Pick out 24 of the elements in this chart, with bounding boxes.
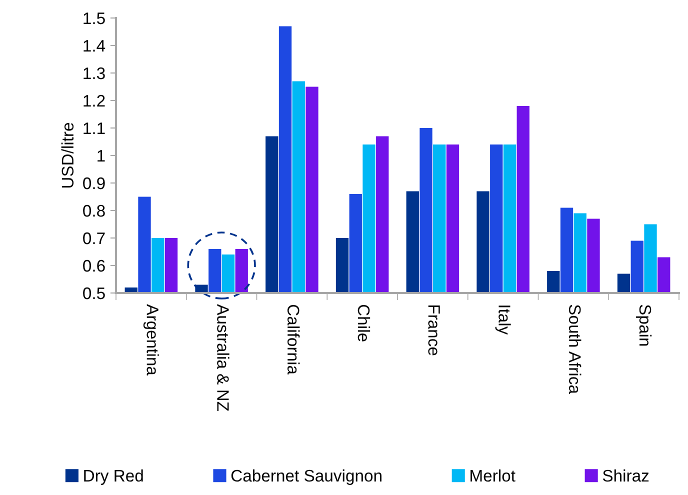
y-tick-label: 0.7 <box>83 232 105 244</box>
y-tick-label: 0.5 <box>83 287 105 300</box>
y-tick-label: 0.9 <box>83 177 105 190</box>
y-tick-label: 1.4 <box>84 40 106 52</box>
x-tick-label: Argentina <box>143 304 159 376</box>
y-axis-title: USD/litre <box>61 122 74 188</box>
y-tick-label: 1.2 <box>84 94 105 107</box>
x-tick-label: France <box>428 305 440 356</box>
x-tick-label: Spain <box>636 304 652 346</box>
legend-label: Cabernet Sauvignon <box>231 469 382 485</box>
x-tick-label: Chile <box>358 304 370 342</box>
legend-label: Dry Red <box>84 469 143 485</box>
legend-label: Shiraz <box>602 469 649 482</box>
y-tick-label: 1.3 <box>84 67 105 80</box>
x-tick-label: Italy <box>495 306 511 335</box>
y-tick-label: 1.5 <box>84 12 105 24</box>
legend-label: Merlot <box>470 469 516 482</box>
y-tick-label: 0.6 <box>83 260 105 272</box>
x-tick-label: California <box>287 304 300 375</box>
y-tick-label: 1.1 <box>84 122 105 134</box>
y-tick-label: 1 <box>98 150 105 162</box>
y-tick-label: 0.8 <box>83 204 105 217</box>
x-tick-label: Australia & NZ <box>217 304 230 412</box>
x-tick-label: South Africa <box>568 304 582 394</box>
